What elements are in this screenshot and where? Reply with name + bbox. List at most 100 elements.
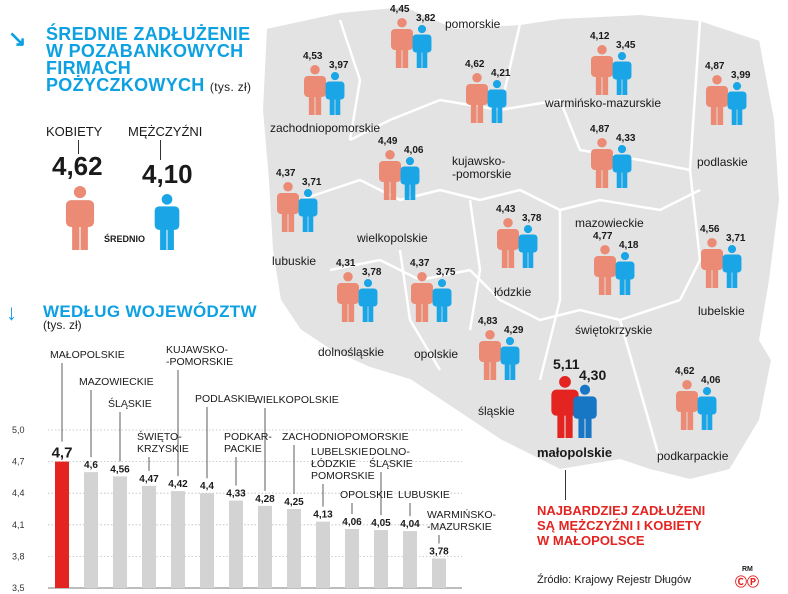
- bar-category-label: ŚWIĘTO- KRZYSKIE: [137, 431, 189, 455]
- region-women-value: 4,87: [705, 61, 725, 72]
- bar-category-label: LUBUSKIE: [398, 489, 450, 501]
- source: Źródło: Krajowy Rejestr Długów: [537, 574, 692, 586]
- region-men-value: 3,78: [522, 213, 542, 224]
- region-women-value: 4,77: [593, 231, 613, 242]
- average-label: ŚREDNIO: [104, 234, 146, 244]
- region-man-figure: [727, 82, 747, 125]
- bar-category-label: OPOLSKIE: [340, 489, 394, 501]
- bar-category-label: ZACHODNIOPOMORSKIE: [282, 431, 409, 443]
- region-women-value: 4,45: [390, 4, 410, 15]
- bar-value-label: 4,6: [84, 460, 98, 471]
- region-name: małopolskie: [537, 445, 613, 460]
- arrow-down-icon: ↓: [6, 300, 17, 325]
- page-title: ŚREDNIE ZADŁUŻENIE W POZABANKOWYCH FIRMA…: [46, 24, 252, 95]
- bar: [113, 476, 127, 588]
- region-women-value: 4,53: [303, 51, 323, 62]
- bar: [345, 529, 359, 588]
- region-woman-figure: [304, 65, 326, 115]
- bar-value-label: 4,4: [200, 481, 214, 492]
- women-leader-line: [78, 140, 79, 154]
- region-man-figure: [500, 337, 520, 380]
- bar-value-label: 3,78: [429, 547, 449, 558]
- bar-value-label: 4,42: [168, 479, 188, 490]
- region-men-value: 3,45: [616, 40, 636, 51]
- bar: [287, 509, 301, 588]
- bar-category-label: ŚLĄSKIE: [108, 398, 152, 410]
- region-men-value: 4,18: [619, 240, 639, 251]
- region-men-value: 3,99: [731, 70, 751, 81]
- region-woman-figure: [479, 330, 501, 380]
- region-woman-figure: [594, 245, 616, 295]
- region-border: [338, 19, 362, 141]
- bar-category-label: MAZOWIECKIE: [79, 376, 154, 388]
- region-name: śląskie: [478, 404, 515, 418]
- region-name: dolnośląskie: [318, 345, 385, 359]
- bar-value-label: 4,28: [255, 494, 275, 505]
- region-women-value: 4,56: [700, 224, 720, 235]
- bar-value-label: 4,33: [226, 489, 246, 500]
- logo-text: RM: [742, 566, 753, 573]
- region-men-value: 3,75: [436, 267, 456, 278]
- bar: [374, 530, 388, 588]
- region-man-figure: [612, 52, 632, 95]
- region-woman-figure: [591, 138, 613, 188]
- women-average-value: 4,62: [52, 151, 103, 181]
- region-border: [678, 19, 702, 301]
- bar-value-label: 4,47: [139, 474, 159, 485]
- y-tick-label: 4,1: [12, 520, 25, 530]
- region-women-value: 4,31: [336, 258, 356, 269]
- bar-category-label: PODLASKIE: [195, 393, 255, 405]
- region-man-figure: [400, 157, 420, 200]
- bar: [258, 505, 272, 588]
- region-border: [299, 178, 481, 202]
- region-women-value: 5,11: [553, 356, 580, 372]
- bar-value-label: 4,7: [52, 445, 73, 462]
- bar: [55, 461, 69, 588]
- title-unit: (tys. zł): [209, 80, 252, 94]
- region-women-value: 4,37: [276, 168, 296, 179]
- bar: [171, 491, 185, 588]
- region-men-value: 4,06: [404, 145, 424, 156]
- region-men-value: 3,78: [362, 267, 382, 278]
- region-women-value: 4,49: [378, 136, 398, 147]
- region-man-figure: [573, 384, 597, 438]
- region-name: podkarpackie: [657, 449, 729, 463]
- region-woman-figure: [591, 45, 613, 95]
- bar-category-label: WIELKOPOLSKIE: [253, 394, 339, 406]
- region-men-value: 4,30: [579, 366, 607, 383]
- arrow-down-right-icon: ↘: [8, 26, 27, 51]
- region-name: podlaskie: [697, 155, 748, 169]
- region-man-figure: [325, 72, 345, 115]
- region-border: [398, 249, 442, 371]
- region-man-figure: [487, 80, 507, 123]
- region-man-figure: [298, 189, 318, 232]
- region-women-value: 4,43: [496, 204, 516, 215]
- region-women-value: 4,83: [478, 316, 498, 327]
- bar: [229, 500, 243, 588]
- y-tick-label: 4,4: [12, 488, 25, 498]
- y-tick-label: 4,7: [12, 457, 25, 467]
- bar-category-label: MAŁOPOLSKIE: [50, 349, 125, 361]
- region-name: łódzkie: [494, 285, 532, 299]
- region-men-value: 3,97: [329, 60, 349, 71]
- region-man-figure: [432, 279, 452, 322]
- region-men-value: 3,71: [302, 177, 322, 188]
- bar: [142, 485, 156, 588]
- men-average-value: 4,10: [142, 159, 193, 189]
- bar: [84, 472, 98, 588]
- average-man-figure: [154, 194, 180, 250]
- region-name: kujawsko- -pomorskie: [452, 154, 512, 181]
- bar-category-label: PODKAR- PACKIE: [224, 431, 272, 455]
- bar-value-label: 4,05: [371, 518, 391, 529]
- bar: [200, 493, 214, 588]
- region-men-value: 4,33: [616, 133, 636, 144]
- region-man-figure: [518, 225, 538, 268]
- region-woman-figure: [391, 18, 413, 68]
- region-women-value: 4,87: [590, 124, 610, 135]
- region-name: mazowieckie: [575, 216, 644, 230]
- region-men-value: 3,71: [726, 233, 746, 244]
- region-woman-figure: [676, 380, 698, 430]
- highlight-note: NAJBARDZIEJ ZADŁUŻENI SĄ MĘŻCZYŹNI I KOB…: [537, 503, 706, 548]
- region-name: zachodniopomorskie: [270, 121, 381, 135]
